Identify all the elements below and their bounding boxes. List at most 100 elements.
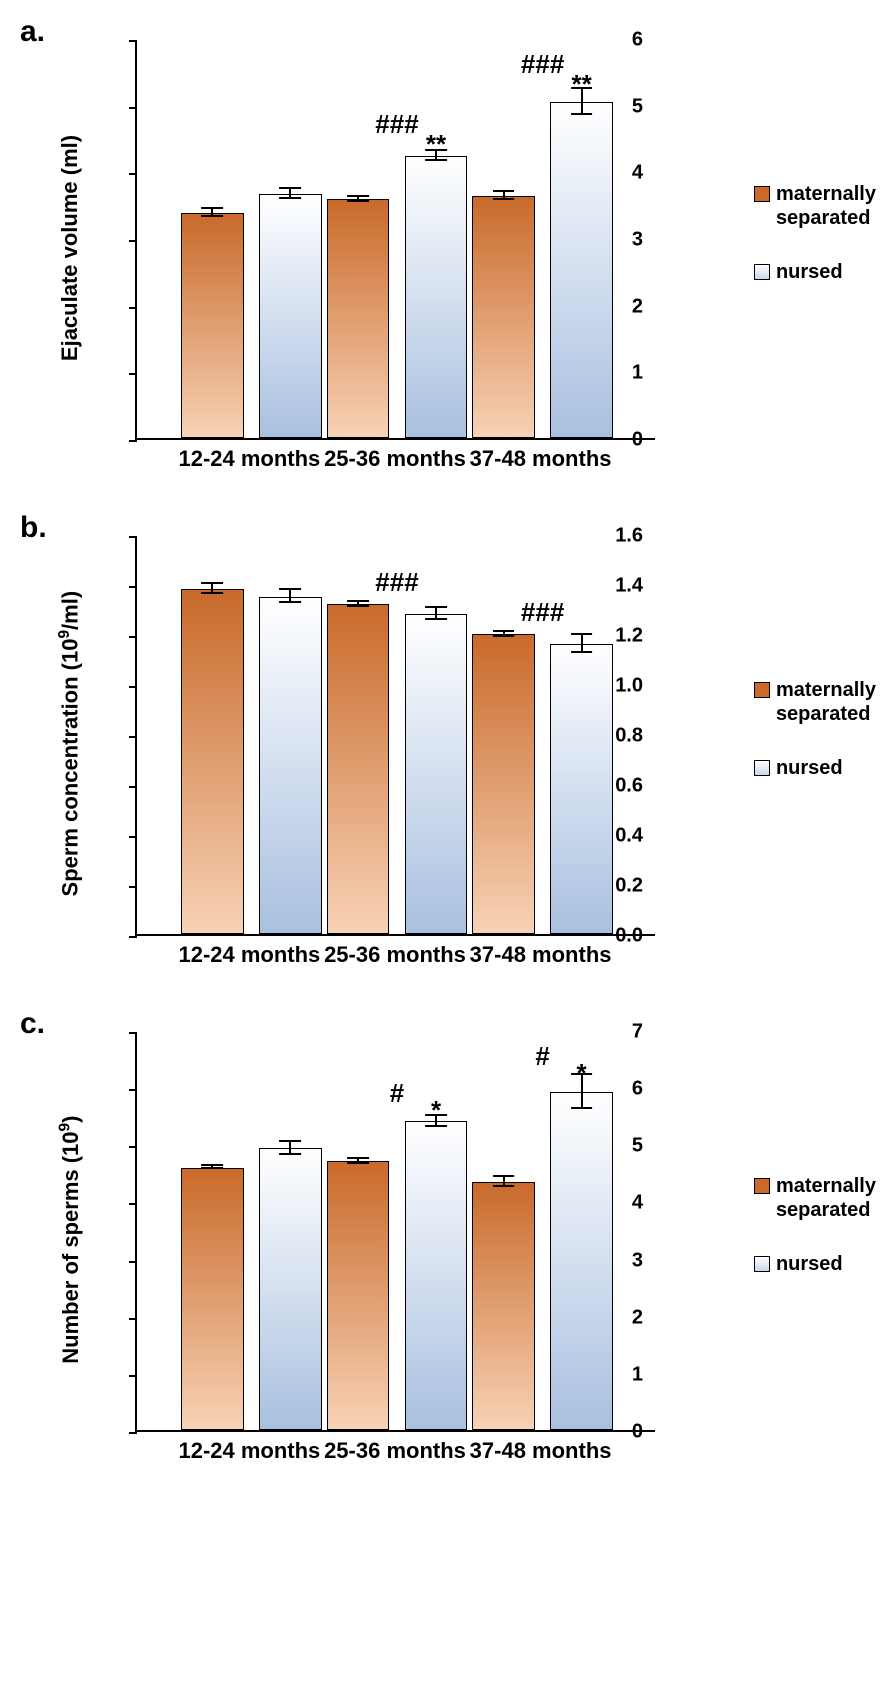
x-tick-label: 37-48 months	[468, 446, 614, 472]
error-cap	[347, 200, 369, 202]
x-tick-label: 25-36 months	[322, 942, 468, 968]
significance-annotation: *	[577, 1058, 587, 1089]
error-cap	[493, 630, 515, 632]
bar-nursed	[405, 614, 467, 934]
y-tick	[129, 636, 137, 638]
x-tick-label: 37-48 months	[468, 942, 614, 968]
error-cap	[493, 198, 515, 200]
panel-label: c.	[20, 1007, 45, 1041]
legend-swatch	[754, 682, 770, 698]
y-tick	[129, 936, 137, 938]
y-tick	[129, 440, 137, 442]
legend-item: nursed	[754, 260, 876, 284]
legend-item: nursed	[754, 756, 876, 780]
error-cap	[279, 588, 301, 590]
y-tick	[129, 240, 137, 242]
legend: maternallyseparated nursed	[754, 1174, 876, 1306]
error-cap	[201, 592, 223, 594]
error-cap	[201, 215, 223, 217]
significance-annotation: ###	[375, 109, 418, 140]
legend-label: nursed	[776, 756, 843, 780]
significance-annotation: **	[571, 69, 591, 100]
legend-swatch	[754, 264, 770, 280]
y-tick	[129, 586, 137, 588]
error-cap	[347, 195, 369, 197]
x-tick-label: 12-24 months	[177, 446, 323, 472]
significance-annotation: **	[426, 129, 446, 160]
error-cap	[201, 1164, 223, 1166]
error-cap	[425, 606, 447, 608]
y-tick	[129, 1089, 137, 1091]
ylabel-wrap: Ejaculate volume (ml)	[45, 20, 95, 476]
bar-nursed	[550, 102, 612, 438]
legend-label: nursed	[776, 1252, 843, 1276]
y-tick	[129, 373, 137, 375]
bar-nursed	[259, 1148, 321, 1430]
bar-maternally_separated	[472, 1182, 534, 1430]
error-cap	[493, 190, 515, 192]
y-tick	[129, 786, 137, 788]
error-cap	[347, 600, 369, 602]
error-cap	[571, 633, 593, 635]
bar-nursed	[405, 156, 467, 438]
error-cap	[347, 1162, 369, 1164]
error-cap	[347, 605, 369, 607]
y-tick	[129, 1375, 137, 1377]
y-tick	[129, 1146, 137, 1148]
bar-maternally_separated	[327, 199, 389, 438]
x-tick-label: 12-24 months	[177, 1438, 323, 1464]
ylabel-wrap: Sperm concentration (109/ml)	[45, 516, 95, 972]
bar-maternally_separated	[327, 604, 389, 934]
x-tick-label: 12-24 months	[177, 942, 323, 968]
y-tick	[129, 1432, 137, 1434]
y-tick	[129, 307, 137, 309]
error-cap	[201, 1167, 223, 1169]
y-tick	[129, 1318, 137, 1320]
bar-nursed	[259, 597, 321, 935]
bar-maternally_separated	[181, 213, 243, 438]
error-bar	[581, 634, 583, 652]
plot: 0123456###**###**	[135, 40, 655, 440]
legend-label: maternallyseparated	[776, 678, 876, 726]
legend-label: maternallyseparated	[776, 1174, 876, 1222]
bar-nursed	[259, 194, 321, 438]
plot: 0.00.20.40.60.81.01.21.41.6######	[135, 536, 655, 936]
ylabel-wrap: Number of sperms (109)	[45, 1012, 95, 1468]
y-tick	[129, 536, 137, 538]
x-labels: 12-24 months25-36 months37-48 months	[135, 942, 655, 972]
significance-annotation: ###	[375, 567, 418, 598]
x-labels: 12-24 months25-36 months37-48 months	[135, 446, 655, 476]
y-axis-label: Ejaculate volume (ml)	[57, 135, 83, 361]
legend-swatch	[754, 760, 770, 776]
plot: 01234567#*#*	[135, 1032, 655, 1432]
error-cap	[347, 1157, 369, 1159]
bar-nursed	[550, 644, 612, 934]
y-axis-label: Number of sperms (109)	[56, 1116, 83, 1364]
panel-b: b.Sperm concentration (109/ml)0.00.20.40…	[20, 516, 876, 972]
significance-annotation: *	[431, 1095, 441, 1126]
y-tick	[129, 173, 137, 175]
error-cap	[201, 582, 223, 584]
legend-swatch	[754, 186, 770, 202]
bar-maternally_separated	[472, 634, 534, 934]
y-tick	[129, 1203, 137, 1205]
x-tick-label: 37-48 months	[468, 1438, 614, 1464]
y-tick	[129, 107, 137, 109]
error-cap	[425, 618, 447, 620]
significance-annotation: ###	[521, 597, 564, 628]
y-tick	[129, 40, 137, 42]
legend: maternallyseparatednursed	[754, 182, 876, 314]
y-tick	[129, 736, 137, 738]
x-tick-label: 25-36 months	[322, 1438, 468, 1464]
bar-maternally_separated	[327, 1161, 389, 1430]
chart-area: 0123456###**###** 12-24 months25-36 month…	[95, 20, 676, 476]
panel-label: a.	[20, 15, 45, 49]
error-cap	[201, 207, 223, 209]
bar-maternally_separated	[472, 196, 534, 438]
bar-maternally_separated	[181, 589, 243, 934]
significance-annotation: ###	[521, 49, 564, 80]
x-labels: 12-24 months25-36 months37-48 months	[135, 1438, 655, 1468]
legend-swatch	[754, 1256, 770, 1272]
legend: maternallyseparated nursed	[754, 678, 876, 810]
bar-nursed	[550, 1092, 612, 1430]
